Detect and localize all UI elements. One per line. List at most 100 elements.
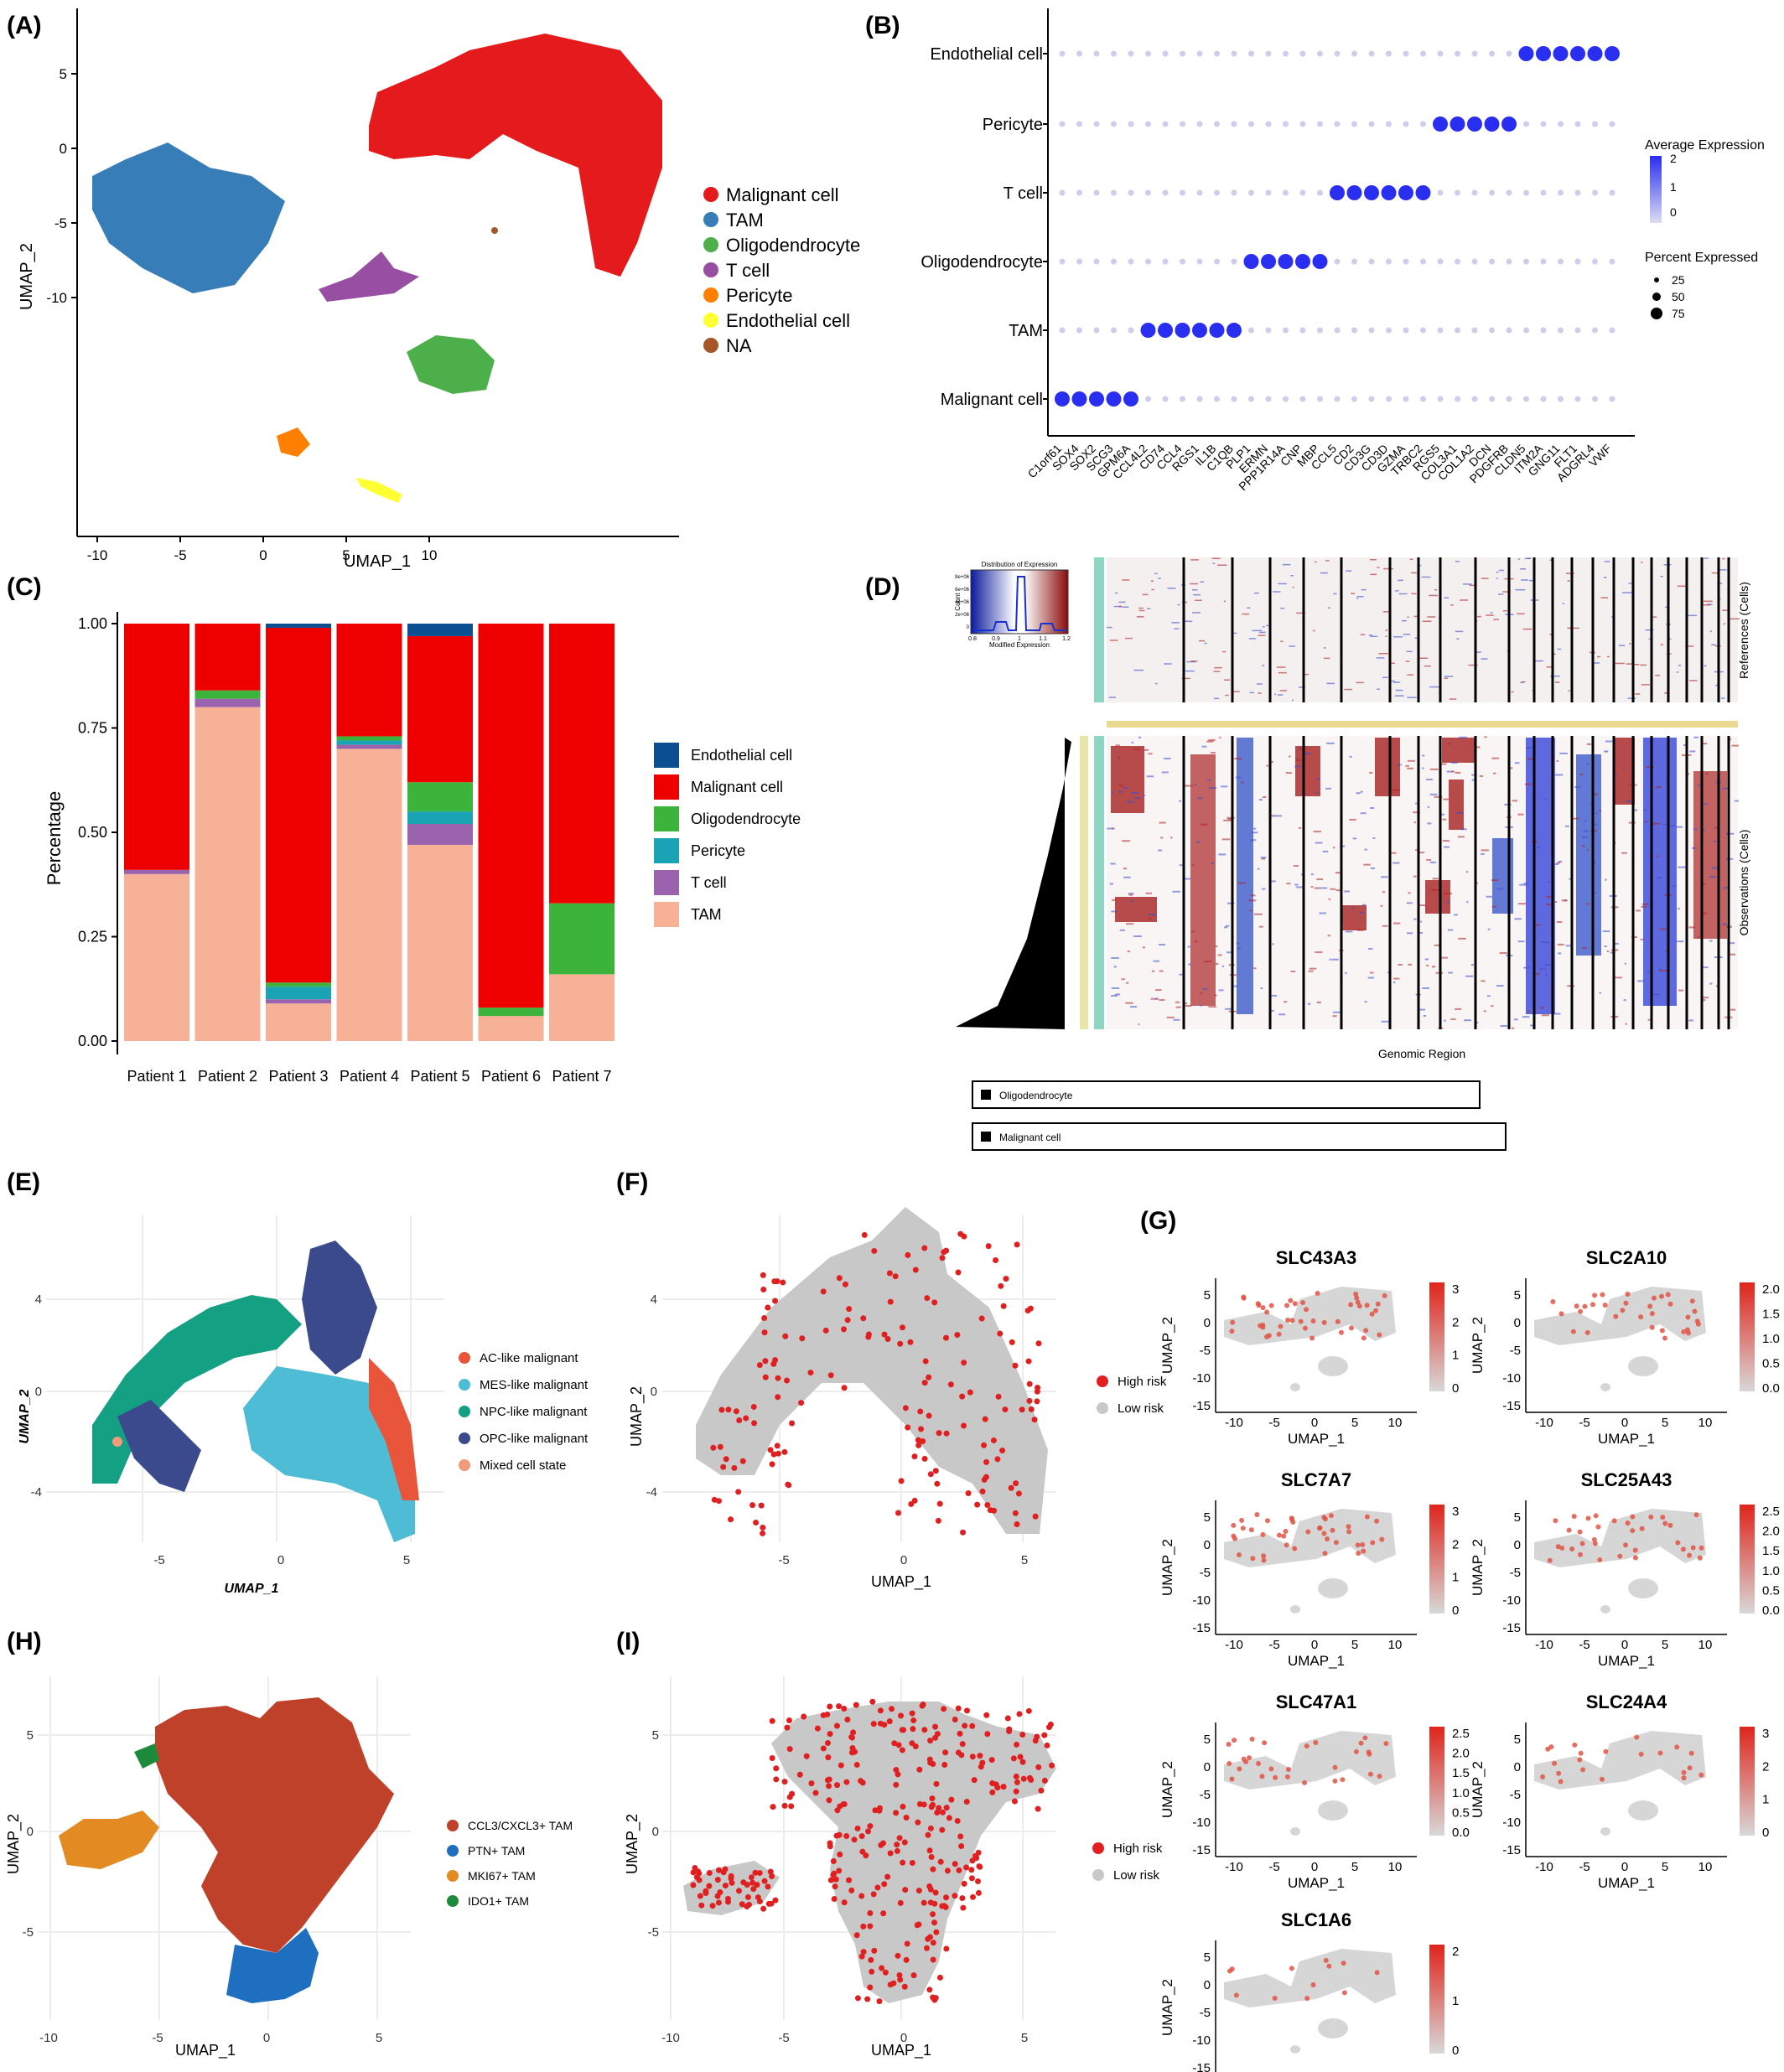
- dot: [1592, 258, 1598, 265]
- dot: [1076, 258, 1082, 265]
- panel-c-yticks: 1.000.750.500.250.00: [78, 615, 117, 1049]
- dot: [1093, 121, 1100, 127]
- heatmap-cell: [1138, 736, 1142, 738]
- heatmap-cell: [1493, 772, 1496, 774]
- high-risk-dot: [706, 1869, 713, 1876]
- high-risk-dot: [1000, 1784, 1007, 1790]
- dot: [1420, 121, 1426, 127]
- high-risk-dot: [1004, 1715, 1011, 1722]
- heatmap-cell: [1491, 757, 1499, 759]
- heatmap-cell: [1123, 876, 1131, 878]
- high-risk-dot: [1012, 1510, 1019, 1516]
- legend-label: PTN+ TAM: [468, 1844, 525, 1857]
- high-risk-dot: [912, 1743, 919, 1749]
- heatmap-cell: [1427, 805, 1430, 808]
- heatmap-cell: [1451, 770, 1455, 773]
- legend-swatch: [703, 212, 718, 227]
- high-risk-dot: [760, 1286, 767, 1292]
- expression-dot: [1356, 1551, 1361, 1557]
- heatmap-cell: [1326, 682, 1335, 685]
- heatmap-cell: [1497, 593, 1504, 595]
- heatmap-cell: [1640, 938, 1644, 940]
- heatmap-cell: [1188, 963, 1191, 966]
- x-axis-label: UMAP_1: [1288, 1875, 1345, 1891]
- expression-dot: [1372, 1308, 1378, 1313]
- high-risk-dot: [762, 1358, 769, 1365]
- expression-dot: [1674, 1744, 1680, 1750]
- heatmap-cell: [1118, 601, 1126, 603]
- heatmap-cell: [1411, 593, 1417, 595]
- high-risk-dot: [895, 1510, 902, 1516]
- heatmap-cell: [1126, 800, 1134, 803]
- heatmap-cell: [1112, 899, 1117, 901]
- heatmap-cell: [1313, 831, 1321, 833]
- expression-dot: [1289, 1966, 1294, 1971]
- legend-pct-tick: 50: [1672, 290, 1685, 303]
- high-risk-dot: [824, 1740, 831, 1747]
- heatmap-cell: [1517, 558, 1520, 560]
- x-tick-label: 10: [1698, 1860, 1713, 1874]
- high-risk-dot: [930, 1940, 936, 1946]
- heatmap-cell: [1221, 785, 1228, 788]
- heatmap-cell: [1465, 975, 1474, 977]
- legend-swatch: [703, 237, 718, 252]
- heatmap-cell: [1544, 964, 1553, 966]
- heatmap-cell: [1655, 674, 1661, 676]
- heatmap-cell: [1315, 791, 1318, 794]
- heatmap-cell: [1504, 803, 1512, 805]
- expression-dot: [1377, 1774, 1382, 1779]
- dot: [1592, 396, 1598, 402]
- dot: [1489, 189, 1495, 196]
- expression-dot: [1333, 1540, 1339, 1546]
- x-tick-label: 5: [403, 1553, 410, 1567]
- bar-segment: [549, 624, 615, 904]
- panel-a-xticks: -10 -5 0 5 10: [87, 536, 437, 563]
- expression-dot: [1572, 1742, 1578, 1748]
- heatmap-cell: [1232, 691, 1240, 692]
- high-risk-dot: [836, 1275, 843, 1282]
- high-risk-dot: [952, 1717, 958, 1723]
- x-axis-label: UMAP_1: [1598, 1431, 1655, 1447]
- heatmap-cell: [1218, 853, 1226, 856]
- feature-plot-slc25a43: SLC25A43-10 -5 0 5 1050-5-10-15UMAP_1UMAP_22…: [1470, 1469, 1780, 1669]
- high-risk-dot: [1010, 1755, 1017, 1762]
- heatmap-cell: [1360, 634, 1366, 635]
- colorbar-tick: 2.0: [1452, 1747, 1470, 1761]
- high-risk-dot: [733, 1408, 739, 1415]
- heatmap-cell: [1424, 958, 1429, 961]
- heatmap-cell: [1259, 631, 1266, 634]
- feature-plot-slc43a3: SLC43A3-10 -5 0 5 1050-5-10-15UMAP_1UMAP_232…: [1159, 1247, 1459, 1447]
- heatmap-cell: [1380, 904, 1383, 907]
- high-risk-dot: [770, 1804, 776, 1810]
- high-risk-dot: [876, 1805, 883, 1811]
- heatmap-cell: [1382, 891, 1386, 894]
- high-risk-dot: [851, 1836, 858, 1843]
- heatmap-cell: [1677, 585, 1688, 588]
- dot: [1368, 121, 1375, 127]
- high-risk-dot: [775, 1375, 781, 1381]
- high-risk-dot: [947, 1381, 954, 1388]
- heatmap-cell: [1170, 837, 1173, 839]
- high-risk-dot: [865, 1331, 872, 1338]
- high-risk-dot: [767, 1447, 774, 1453]
- expression-dot: [1590, 1302, 1596, 1308]
- high-risk-dot: [822, 1327, 829, 1334]
- high-risk-dot: [999, 1448, 1006, 1454]
- heatmap-cell: [1719, 583, 1723, 584]
- legend-swatch: [654, 902, 679, 927]
- heatmap-cell: [1172, 890, 1180, 893]
- heatmap-cell: [1646, 766, 1654, 769]
- heatmap-cell: [1414, 637, 1418, 639]
- legend-swatch: [459, 1352, 470, 1364]
- expression-dot: [1356, 1303, 1362, 1309]
- high-risk-dot: [880, 1910, 887, 1917]
- heatmap-cell: [1286, 883, 1291, 885]
- high-risk-dot: [959, 1393, 966, 1400]
- high-risk-dot: [939, 1255, 946, 1261]
- expression-dot: [1250, 1556, 1256, 1562]
- heatmap-cell: [1273, 591, 1281, 593]
- reference-annotation-bar: [1094, 557, 1104, 702]
- dot: [1609, 189, 1615, 196]
- heatmap-cell: [1689, 754, 1692, 756]
- dot: [1403, 121, 1409, 127]
